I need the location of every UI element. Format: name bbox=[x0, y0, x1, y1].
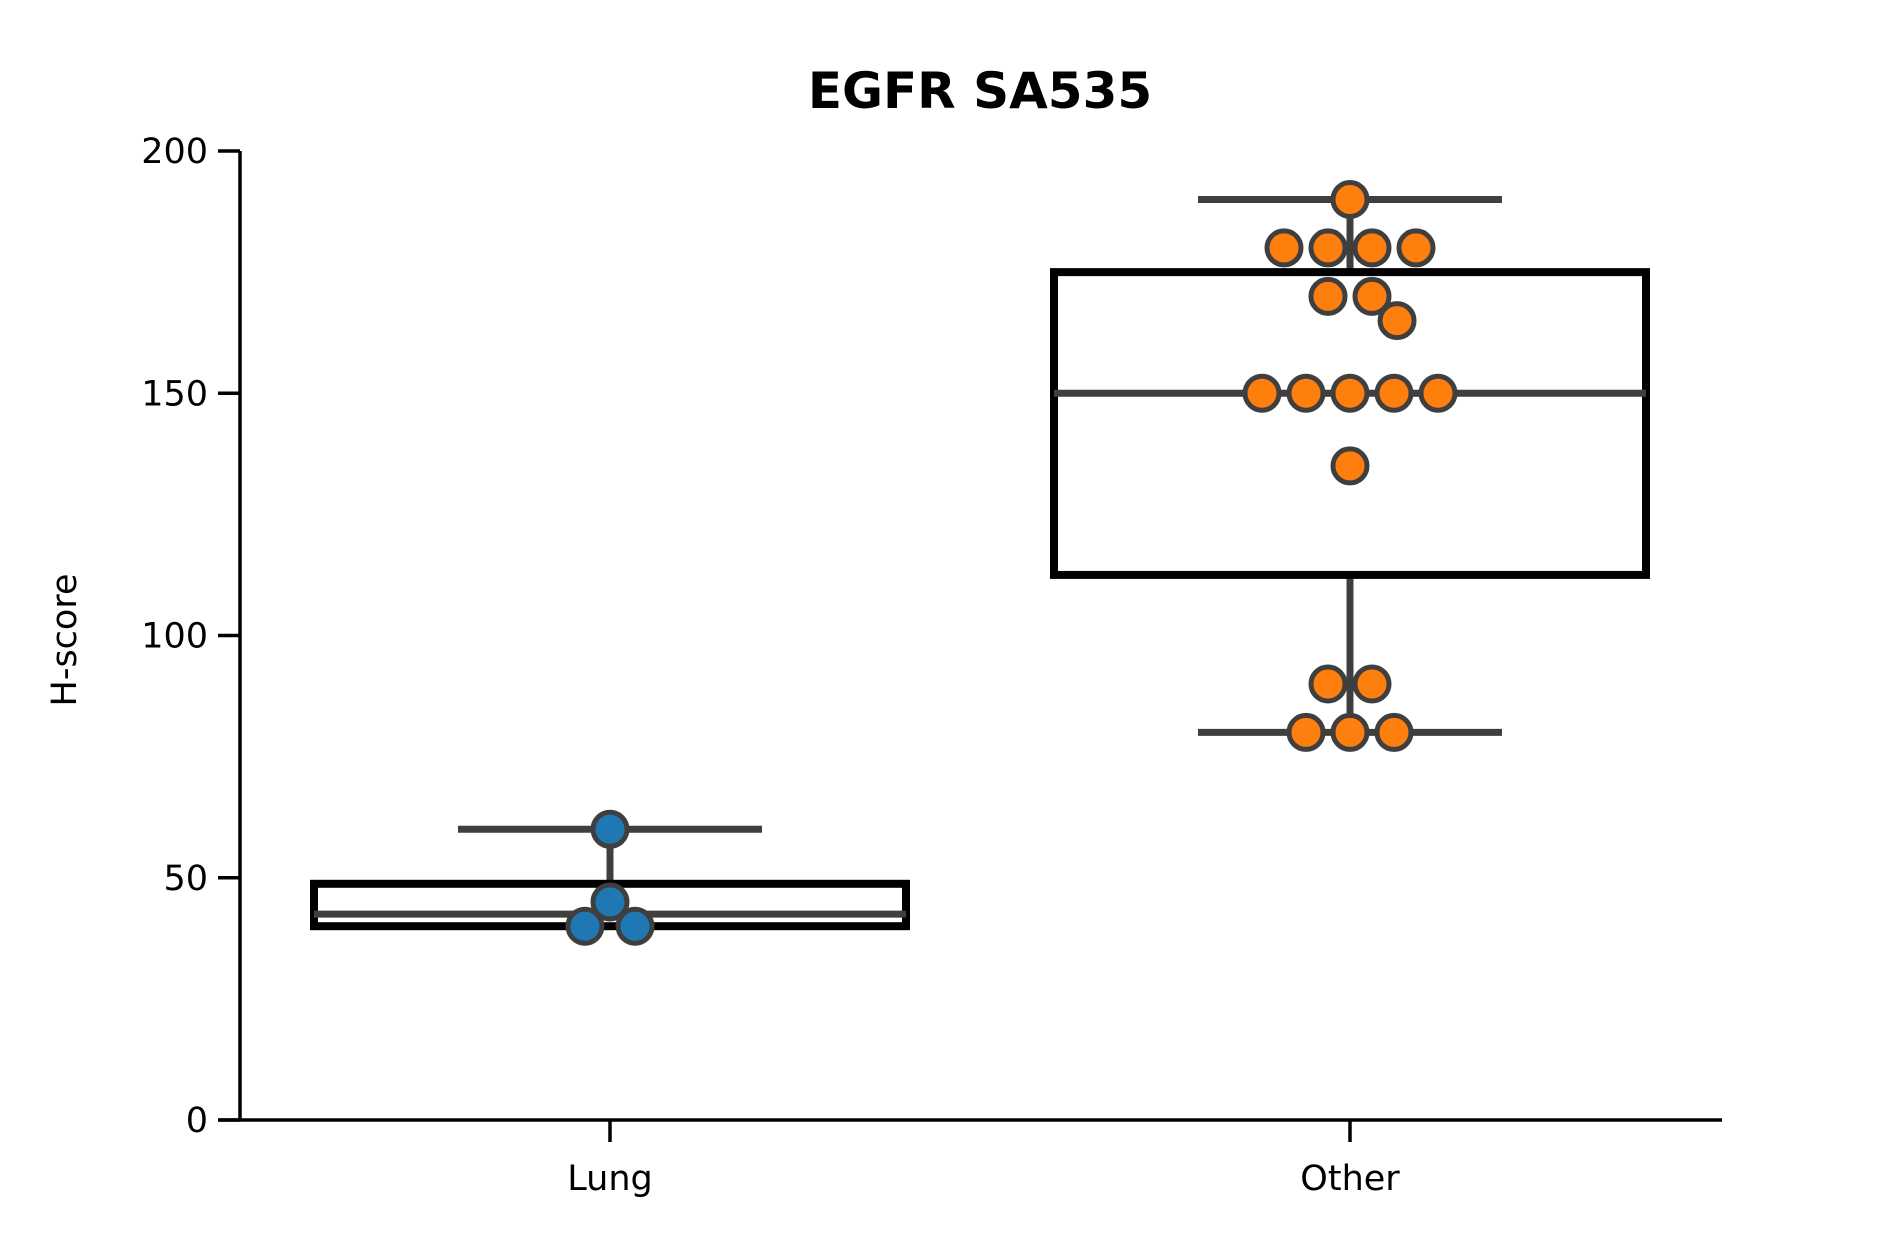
data-point bbox=[615, 906, 655, 946]
box-iqr bbox=[1050, 268, 1650, 579]
data-point bbox=[1242, 373, 1282, 413]
data-point bbox=[1330, 179, 1370, 219]
data-point bbox=[1308, 276, 1348, 316]
data-point bbox=[1418, 373, 1458, 413]
data-point bbox=[1374, 373, 1414, 413]
data-point bbox=[1286, 373, 1326, 413]
data-point bbox=[1308, 664, 1348, 704]
swarm-points bbox=[565, 179, 1458, 946]
y-tick-label: 0 bbox=[186, 1101, 208, 1141]
points-other bbox=[1242, 179, 1458, 752]
data-point bbox=[1352, 228, 1392, 268]
data-point bbox=[1330, 446, 1370, 486]
data-point bbox=[1286, 712, 1326, 752]
data-point bbox=[1396, 228, 1436, 268]
data-point bbox=[1377, 301, 1417, 341]
data-point bbox=[1352, 276, 1392, 316]
data-point bbox=[1330, 373, 1370, 413]
x-axis: Lung Other bbox=[218, 1118, 1722, 1199]
chart-title: EGFR SA535 bbox=[808, 62, 1152, 120]
data-point bbox=[1264, 228, 1304, 268]
data-point bbox=[1308, 228, 1348, 268]
data-point bbox=[1352, 664, 1392, 704]
x-tick-label: Lung bbox=[567, 1159, 652, 1199]
data-point bbox=[1374, 712, 1414, 752]
data-point bbox=[590, 809, 630, 849]
boxes bbox=[310, 195, 1650, 931]
y-axis: 0 50 100 150 200 bbox=[141, 132, 242, 1141]
y-tick-label: 50 bbox=[163, 859, 208, 899]
y-tick-label: 150 bbox=[141, 374, 208, 414]
points-lung bbox=[565, 809, 655, 946]
data-point bbox=[1330, 712, 1370, 752]
data-point bbox=[590, 882, 630, 922]
y-tick-label: 200 bbox=[141, 132, 208, 172]
x-tick-label: Other bbox=[1300, 1159, 1400, 1199]
y-axis-label: H-score bbox=[45, 574, 85, 707]
y-tick-label: 100 bbox=[141, 617, 208, 657]
data-point bbox=[565, 906, 605, 946]
